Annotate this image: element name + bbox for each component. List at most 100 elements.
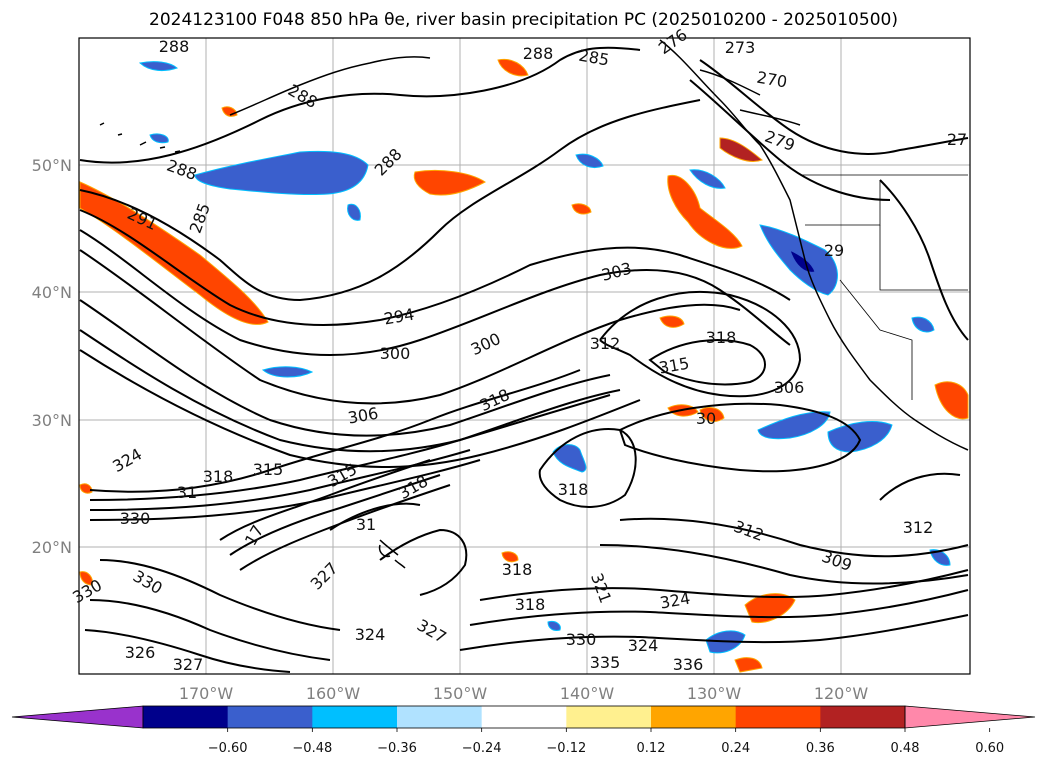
- contour-label: 330: [566, 630, 597, 649]
- contour-label: 330: [120, 509, 151, 528]
- precip-negative-patch: [911, 316, 935, 333]
- colorbar-segment: [651, 706, 737, 728]
- contour-line: [618, 402, 862, 473]
- precip-positive-patch: [667, 174, 743, 249]
- contour-label: 315: [253, 460, 284, 479]
- longitude-labels: 170°W 160°W 150°W 140°W 130°W 120°W: [179, 684, 869, 703]
- precip-negative-patch: [347, 203, 361, 221]
- precip-positive-patch: [79, 571, 93, 586]
- colorbar-tick-label: −0.36: [377, 741, 417, 756]
- contour-label: 318: [203, 467, 234, 486]
- colorbar-tick-label: −0.24: [462, 741, 502, 756]
- graticule: [79, 38, 970, 674]
- contour-label: 318: [706, 328, 737, 347]
- contour-line: [79, 46, 641, 164]
- colorbar-tick-label: 0.12: [637, 741, 666, 756]
- precip-negative-patch: [757, 411, 831, 440]
- contour-line: [79, 99, 701, 302]
- contour-line: [879, 472, 961, 501]
- contour-label: 312: [903, 518, 934, 537]
- contour-line: [619, 517, 969, 558]
- contour-line: [79, 329, 621, 453]
- colorbar-tick-label: 0.36: [806, 741, 835, 756]
- contour-line: [79, 299, 611, 437]
- contour-line: [329, 502, 421, 531]
- coastlines: [99, 39, 969, 569]
- contour-label: 335: [590, 653, 621, 672]
- map-frame: [78, 37, 971, 675]
- contour-label: 273: [725, 38, 756, 57]
- longitude-label: 150°W: [433, 684, 488, 703]
- latitude-label: 30°N: [32, 411, 72, 430]
- colorbar-tick-label: −0.48: [292, 741, 332, 756]
- longitude-label: 160°W: [306, 684, 361, 703]
- precip-negative-patch: [575, 153, 604, 169]
- contour-line: [89, 369, 581, 493]
- contour-line: [599, 291, 802, 398]
- precip-negative-patch: [547, 621, 561, 631]
- precip-positive-patch: [79, 181, 269, 325]
- contour-label: 288: [523, 44, 554, 63]
- contour-label: 31: [177, 483, 197, 502]
- longitude-label: 170°W: [179, 684, 234, 703]
- colorbar-segment: [481, 706, 567, 728]
- contour-line: [239, 484, 451, 571]
- contour-line: [79, 229, 791, 356]
- precip-negative-patch: [261, 366, 314, 378]
- contour-line: [879, 179, 969, 341]
- precip-positive-patch: [659, 315, 685, 328]
- colorbar-segment: [312, 706, 398, 728]
- precip-negative-patch: [552, 444, 587, 473]
- precip-positive-patch: [699, 407, 725, 422]
- contour-line: [599, 544, 969, 585]
- colorbar-tick-label: 0.60: [975, 741, 1004, 756]
- precip-positive-patch: [413, 169, 486, 196]
- colorbar-tick-label: 0.48: [891, 741, 920, 756]
- coastline-aleutians: [99, 122, 181, 153]
- longitude-label: 140°W: [560, 684, 615, 703]
- precip-fill-layer: [79, 58, 969, 673]
- contour-line: [219, 459, 431, 541]
- contour-label: 318: [515, 595, 546, 614]
- contour-label: 327: [173, 655, 204, 674]
- precip-negative-patch: [149, 133, 169, 144]
- colorbar-segment: [397, 706, 483, 728]
- precip-positive-patch: [79, 483, 93, 494]
- contour-line: [379, 528, 468, 596]
- precip-positive-patch: [934, 381, 969, 420]
- precip-positive-patch: [501, 551, 519, 563]
- contour-label: 312: [590, 334, 621, 353]
- colorbar-outline: [142, 705, 906, 729]
- precip-negative-patch: [827, 420, 893, 453]
- colorbar-tick-label: 0.24: [721, 741, 750, 756]
- colorbar-segment: [143, 706, 229, 728]
- map-title: 2024123100 F048 850 hPa θe, river basin …: [149, 10, 898, 30]
- precip-positive-patch: [497, 58, 529, 77]
- precip-negative-patch: [138, 61, 178, 72]
- contour-label: 326: [125, 643, 156, 662]
- contour-line: [79, 209, 791, 326]
- precip-negative-patch: [194, 150, 369, 196]
- contour-label: 336: [673, 655, 704, 674]
- contour-line: [84, 629, 291, 673]
- latitude-labels: 50°N 40°N 30°N 20°N: [32, 156, 72, 557]
- coastline-north-america: [699, 69, 761, 96]
- contour-line: [229, 474, 441, 556]
- contour-label: 29: [824, 241, 844, 260]
- precip-positive-patch: [719, 137, 763, 162]
- colorbar-segment: [735, 706, 821, 728]
- contour-line: [479, 569, 969, 601]
- coastline-north-america: [659, 39, 969, 451]
- precip-positive-patch: [571, 203, 592, 215]
- coastline-alaska-peninsula: [229, 56, 431, 116]
- contour-line: [469, 589, 969, 626]
- contour-label: 324: [355, 625, 386, 644]
- theta-e-contours: [79, 46, 969, 673]
- contour-line: [689, 79, 891, 201]
- contour-line: [648, 339, 766, 386]
- longitude-label: 120°W: [814, 684, 869, 703]
- colorbar-extend-low: [11, 705, 144, 729]
- map-panel: [79, 38, 970, 674]
- state-border: [839, 279, 913, 400]
